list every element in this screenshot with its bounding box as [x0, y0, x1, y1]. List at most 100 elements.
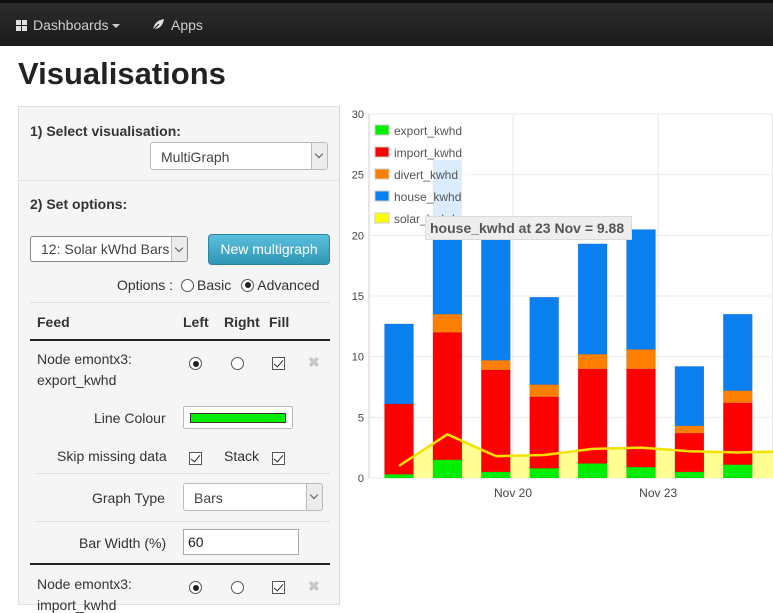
bar-width-label: Bar Width (%)	[79, 535, 167, 551]
header-rule	[30, 339, 330, 341]
chart-tooltip: house_kwhd at 23 Nov = 9.88	[425, 216, 632, 240]
column-header-left: Left	[183, 314, 209, 330]
column-header-feed: Feed	[37, 314, 70, 330]
bar-export_kwhd	[626, 466, 656, 479]
y-tick-label: 25	[352, 170, 364, 182]
multigraph-select[interactable]: 12: Solar kWhd Bars	[30, 236, 188, 262]
visualisation-select[interactable]: MultiGraph	[150, 142, 328, 170]
bar-export_kwhd	[577, 463, 608, 479]
legend-swatch	[374, 146, 390, 158]
basic-radio[interactable]	[181, 278, 195, 292]
row-divider	[37, 521, 330, 522]
remove-feed-icon[interactable]: ✖	[308, 578, 320, 594]
stack-label: Stack	[224, 448, 260, 464]
bar-house_kwhd	[481, 237, 511, 361]
stack-checkbox[interactable]	[272, 452, 285, 465]
bar-house_kwhd	[626, 229, 656, 350]
y-tick-label: 10	[352, 352, 364, 364]
legend-swatch	[374, 212, 390, 224]
feed-fill-checkbox[interactable]	[272, 581, 285, 594]
x-tick-label: Nov 20	[494, 486, 532, 500]
y-tick-label: 15	[352, 291, 364, 303]
bar-export_kwhd	[432, 459, 463, 479]
column-header-right: Right	[224, 314, 260, 330]
y-tick-label: 20	[352, 230, 364, 242]
bar-width-input[interactable]: 60	[183, 529, 299, 555]
bar-divert_kwhd	[723, 390, 753, 404]
remove-feed-icon[interactable]: ✖	[308, 354, 320, 370]
column-header-fill: Fill	[269, 314, 290, 330]
legend-swatch	[374, 168, 390, 180]
advanced-label: Advanced	[257, 277, 320, 293]
chevron-down-icon	[306, 484, 322, 510]
options-label: Options :	[117, 277, 174, 293]
legend-swatch	[374, 124, 390, 136]
feed-name-line1: Node emontx3:	[37, 351, 132, 367]
legend-label: import_kwhd	[394, 146, 462, 160]
dashboards-menu[interactable]: Dashboards	[16, 17, 120, 33]
bar-house_kwhd	[577, 243, 608, 355]
skip-missing-checkbox[interactable]	[189, 452, 202, 465]
section-divider	[19, 180, 339, 181]
set-options-label: 2) Set options:	[30, 196, 128, 212]
skip-missing-label: Skip missing data	[57, 448, 167, 464]
feed-name-line1: Node emontx3:	[37, 576, 132, 592]
select-visualisation-label: 1) Select visualisation:	[30, 123, 181, 139]
bar-house_kwhd	[529, 296, 559, 385]
advanced-radio[interactable]	[241, 278, 255, 292]
page-title: Visualisations	[18, 56, 226, 91]
bar-export_kwhd	[384, 474, 414, 479]
row-divider	[30, 302, 330, 303]
graph-type-value: Bars	[194, 490, 223, 506]
x-tick-label: Nov 23	[639, 486, 677, 500]
legend-label: house_kwhd	[394, 190, 461, 204]
feed-name-line2: export_kwhd	[37, 372, 117, 388]
feed-left-axis-radio[interactable]	[189, 357, 202, 370]
legend-swatch	[374, 190, 390, 202]
bar-export_kwhd	[723, 464, 753, 479]
dashboard-grid-icon	[16, 19, 27, 31]
top-navbar: Dashboards Apps	[0, 0, 773, 46]
graph-type-select[interactable]: Bars	[183, 483, 323, 511]
options-panel: 1) Select visualisation: MultiGraph 2) S…	[18, 106, 340, 613]
visualisation-select-value: MultiGraph	[161, 149, 230, 165]
apps-label: Apps	[171, 17, 203, 33]
chevron-down-icon	[171, 237, 187, 261]
bar-house_kwhd	[674, 366, 705, 427]
bar-import_kwhd	[384, 403, 414, 475]
legend-label: export_kwhd	[394, 124, 462, 138]
bar-divert_kwhd	[529, 384, 559, 397]
bar-house_kwhd	[384, 323, 414, 405]
feed-right-axis-radio[interactable]	[231, 357, 244, 370]
row-divider	[37, 473, 330, 474]
y-tick-label: 5	[358, 412, 364, 424]
leaf-icon	[151, 19, 164, 32]
chevron-down-icon	[311, 143, 327, 169]
feed-name-line2: import_kwhd	[37, 597, 117, 613]
bar-divert_kwhd	[481, 360, 511, 371]
bar-import_kwhd	[723, 402, 753, 465]
bar-divert_kwhd	[432, 313, 463, 333]
basic-label: Basic	[197, 277, 232, 293]
bar-export_kwhd	[481, 471, 511, 479]
graph-type-label: Graph Type	[92, 490, 165, 506]
bar-house_kwhd	[723, 313, 753, 391]
feed-right-axis-radio[interactable]	[231, 581, 244, 594]
line-colour-picker[interactable]	[183, 406, 293, 429]
new-multigraph-button[interactable]: New multigraph	[208, 234, 330, 265]
bar-divert_kwhd	[674, 425, 705, 434]
feed-left-axis-radio[interactable]	[189, 581, 202, 594]
feed-separator	[30, 563, 330, 565]
colour-swatch	[190, 413, 286, 423]
y-tick-label: 0	[358, 473, 364, 485]
solar-line	[398, 432, 773, 467]
feed-fill-checkbox[interactable]	[272, 357, 285, 370]
apps-menu[interactable]: Apps	[151, 17, 203, 33]
bar-divert_kwhd	[577, 353, 608, 370]
line-colour-label: Line Colour	[94, 410, 166, 426]
legend-label: divert_kwhd	[394, 168, 458, 182]
dashboards-label: Dashboards	[33, 17, 109, 33]
caret-down-icon	[111, 24, 120, 28]
